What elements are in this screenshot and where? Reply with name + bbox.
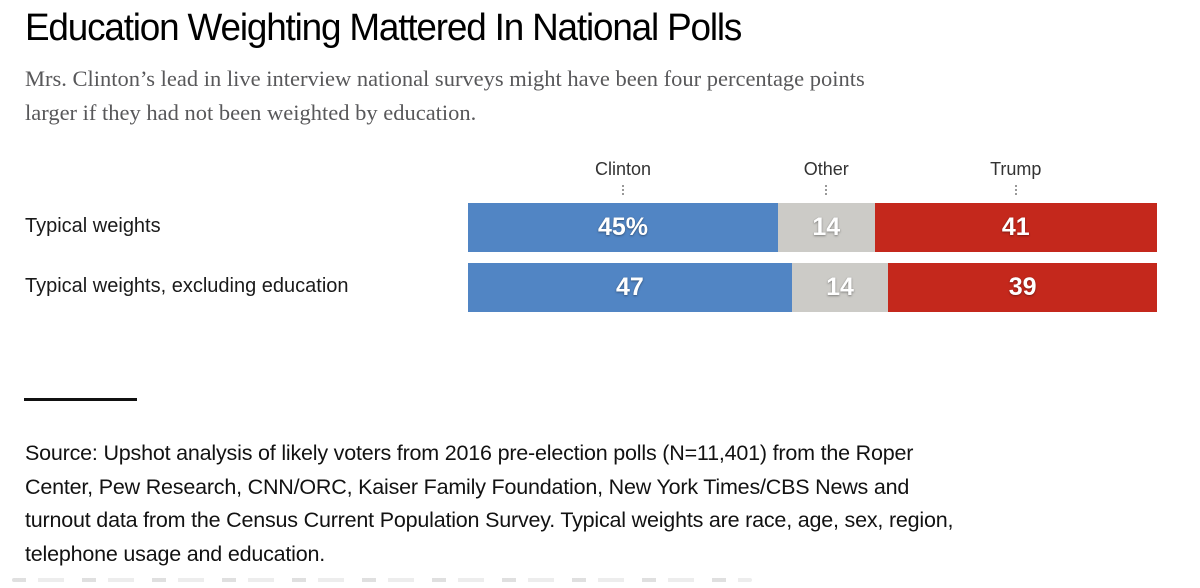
row-label-typical-weights-excluding-education: Typical weights, excluding education [25,275,349,297]
source-line-3: turnout data from the Census Current Pop… [25,508,954,532]
page-title: Education Weighting Mattered In National… [25,7,742,49]
source-divider-rule [24,398,137,401]
bar-row-typical-weights-excluding-education: 47 14 39 [468,263,1157,312]
bar-segment-clinton: 47 [468,263,792,312]
column-header-trump: Trump [990,159,1042,179]
bar-segment-trump: 39 [888,263,1157,312]
bar-value-label: 14 [812,213,841,241]
chart-subtitle-line-2: larger if they had not been weighted by … [25,100,477,125]
bar-value-label: 41 [1001,213,1030,241]
column-header-other: Other [803,159,849,179]
column-tick-other-icon [825,185,828,195]
column-tick-clinton-icon [622,185,625,195]
bar-value-label: 45% [598,213,649,241]
row-label-typical-weights: Typical weights [25,215,161,237]
bar-segment-other: 14 [791,263,889,312]
source-line-1: Source: Upshot analysis of likely voters… [25,441,914,465]
bar-value-label: 39 [1008,273,1037,301]
column-headers: Clinton Other Trump [468,159,1157,203]
bar-segment-other: 14 [778,203,875,252]
source-line-4: telephone usage and education. [25,541,326,566]
bar-value-label: 47 [616,273,644,301]
column-header-clinton: Clinton [595,159,652,179]
bar-value-label: 14 [826,273,854,301]
source-line-2: Center, Pew Research, CNN/ORC, Kaiser Fa… [25,474,910,499]
cropped-text-sliver [12,578,752,582]
source-note: Source: Upshot analysis of likely voters… [25,437,954,571]
bar-segment-trump: 41 [874,203,1157,252]
column-tick-trump-icon [1014,185,1017,195]
chart-subtitle-line-1: Mrs. Clinton’s lead in live interview na… [25,66,865,91]
bar-segment-clinton: 45% [468,203,779,252]
chart-subtitle: Mrs. Clinton’s lead in live interview na… [25,62,865,130]
bar-row-typical-weights: 45% 14 41 [468,203,1157,252]
